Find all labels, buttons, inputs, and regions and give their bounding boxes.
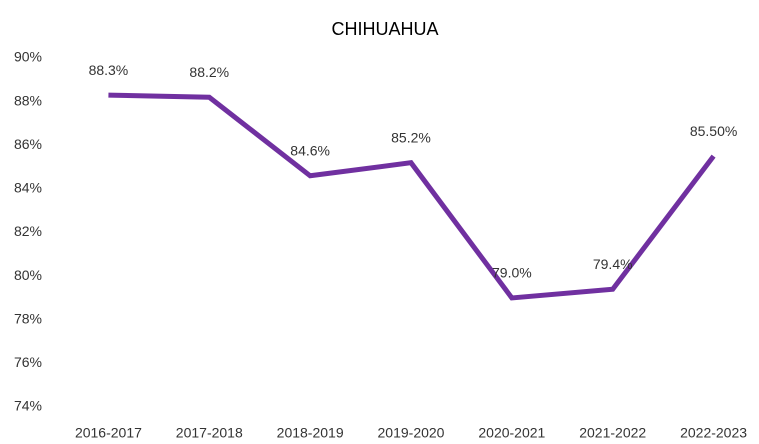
data-label: 88.3% xyxy=(89,62,129,78)
data-label: 79.4% xyxy=(593,256,633,272)
x-tick-label: 2020-2021 xyxy=(478,425,545,441)
x-tick-label: 2021-2022 xyxy=(579,425,646,441)
data-label: 84.6% xyxy=(290,142,330,158)
data-label: 79.0% xyxy=(492,265,532,281)
data-line xyxy=(108,92,716,301)
x-tick-label: 2018-2019 xyxy=(277,425,344,441)
y-tick-label: 88% xyxy=(14,92,42,108)
y-tick-label: 76% xyxy=(14,354,42,370)
y-tick-label: 86% xyxy=(14,136,42,152)
x-tick-label: 2019-2020 xyxy=(378,425,445,441)
x-tick-label: 2016-2017 xyxy=(75,425,142,441)
y-tick-label: 74% xyxy=(14,398,42,414)
x-tick-label: 2022-2023 xyxy=(680,425,747,441)
y-tick-label: 90% xyxy=(14,49,42,65)
y-tick-label: 84% xyxy=(14,180,42,196)
data-label: 88.2% xyxy=(189,64,229,80)
data-label: 85.2% xyxy=(391,129,431,145)
y-tick-label: 80% xyxy=(14,267,42,283)
y-tick-label: 82% xyxy=(14,223,42,239)
chart-title: CHIHUAHUA xyxy=(331,19,438,39)
data-label: 85.50% xyxy=(690,123,737,139)
x-tick-label: 2017-2018 xyxy=(176,425,243,441)
y-tick-label: 78% xyxy=(14,310,42,326)
